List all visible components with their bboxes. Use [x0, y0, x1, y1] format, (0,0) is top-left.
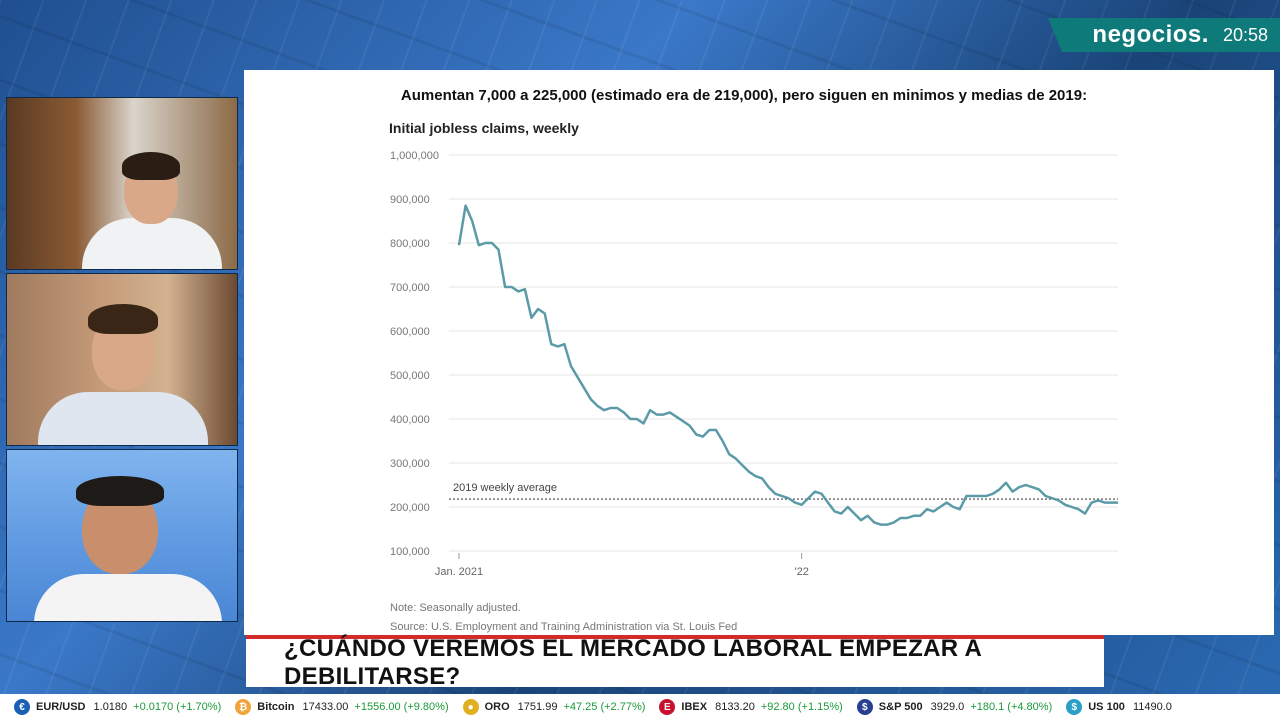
y-tick-label: 500,000: [390, 370, 430, 382]
ticker-change: +0.0170 (+1.70%): [133, 701, 222, 713]
chart-slide: Aumentan 7,000 a 225,000 (estimado era d…: [244, 70, 1274, 635]
ticker-change: +47.25 (+2.77%): [563, 701, 646, 713]
chart-subtitle: Initial jobless claims, weekly: [389, 120, 579, 136]
ticker-change: +180.1 (+4.80%): [970, 701, 1053, 713]
chart-note: Note: Seasonally adjusted.: [390, 602, 521, 614]
ticker-item: E IBEX 8133.20 +92.80 (+1.15%): [659, 699, 843, 715]
y-tick-label: 400,000: [390, 414, 430, 426]
video-feed-3: [6, 449, 238, 622]
participant-2: [7, 274, 237, 445]
us-flag-icon: $: [1066, 699, 1083, 715]
reference-line-label: 2019 weekly average: [453, 482, 557, 494]
ticker-name: ORO: [484, 701, 510, 713]
ticker-value: 3929.0: [930, 701, 965, 713]
x-tick-label: '22: [795, 566, 809, 578]
ticker-value: 1751.99: [517, 701, 558, 713]
y-tick-label: 200,000: [390, 502, 430, 514]
euro-flag-icon: €: [14, 699, 30, 715]
brand-logo: negocios.: [1092, 21, 1209, 48]
jobless-claims-chart: 1,000,000 900,000 800,000 700,000 600,000 500…: [390, 150, 1118, 578]
y-tick-label: 900,000: [390, 194, 430, 206]
gold-icon: ●: [462, 699, 479, 715]
headline-text: ¿CUÁNDO VEREMOS EL MERCADO LABORAL EMPEZ…: [284, 635, 982, 690]
chart-source: Source: U.S. Employment and Training Adm…: [390, 621, 738, 633]
slide-title: Aumentan 7,000 a 225,000 (estimado era d…: [400, 87, 1088, 104]
lower-third-headline: ¿CUÁNDO VEREMOS EL MERCADO LABORAL EMPEZ…: [246, 635, 1104, 690]
y-tick-label: 800,000: [390, 238, 430, 250]
ticker-item: $ US 100 11490.0: [1066, 699, 1178, 715]
ticker-name: EUR/USD: [36, 701, 86, 713]
spain-flag-icon: E: [659, 699, 676, 715]
market-ticker: € EUR/USD 1.0180 +0.0170 (+1.70%) ₿ Bitcoin 17…: [0, 694, 1280, 720]
bitcoin-icon: ₿: [235, 699, 252, 715]
ticker-item: $ S&P 500 3929.0 +180.1 (+4.80%): [856, 699, 1053, 715]
clock: 20:58: [1222, 24, 1268, 45]
channel-brand: negocios. 20:58: [1048, 18, 1280, 52]
y-tick-label: 100,000: [390, 546, 430, 558]
ticker-name: S&P 500: [878, 701, 923, 713]
ticker-name: US 100: [1088, 701, 1125, 713]
ticker-change: +92.80 (+1.15%): [760, 701, 843, 713]
ticker-value: 11490.0: [1132, 701, 1172, 713]
series-line-jobless-claims: [457, 204, 1118, 526]
x-tick-label: Jan. 2021: [435, 566, 483, 578]
us-flag-icon: $: [856, 699, 873, 715]
ticker-item: € EUR/USD 1.0180 +0.0170 (+1.70%): [14, 699, 221, 715]
video-feed-1: [6, 97, 238, 270]
y-tick-label: 300,000: [390, 458, 430, 470]
ticker-change: +1556.00 (+9.80%): [354, 701, 449, 713]
ticker-value: 8133.20: [715, 701, 755, 713]
y-tick-label: 1,000,000: [390, 150, 439, 162]
y-tick-label: 600,000: [390, 326, 430, 338]
ticker-item: ● ORO 1751.99 +47.25 (+2.77%): [462, 699, 646, 715]
ticker-value: 1.0180: [93, 701, 128, 713]
ticker-name: Bitcoin: [257, 701, 295, 713]
participant-1: [7, 98, 237, 269]
ticker-name: IBEX: [681, 701, 708, 713]
video-feed-2: [6, 273, 238, 446]
ticker-value: 17433.00: [302, 701, 349, 713]
ticker-item: ₿ Bitcoin 17433.00 +1556.00 (+9.80%): [235, 699, 449, 715]
y-tick-label: 700,000: [390, 282, 430, 294]
participant-3: [7, 450, 237, 621]
